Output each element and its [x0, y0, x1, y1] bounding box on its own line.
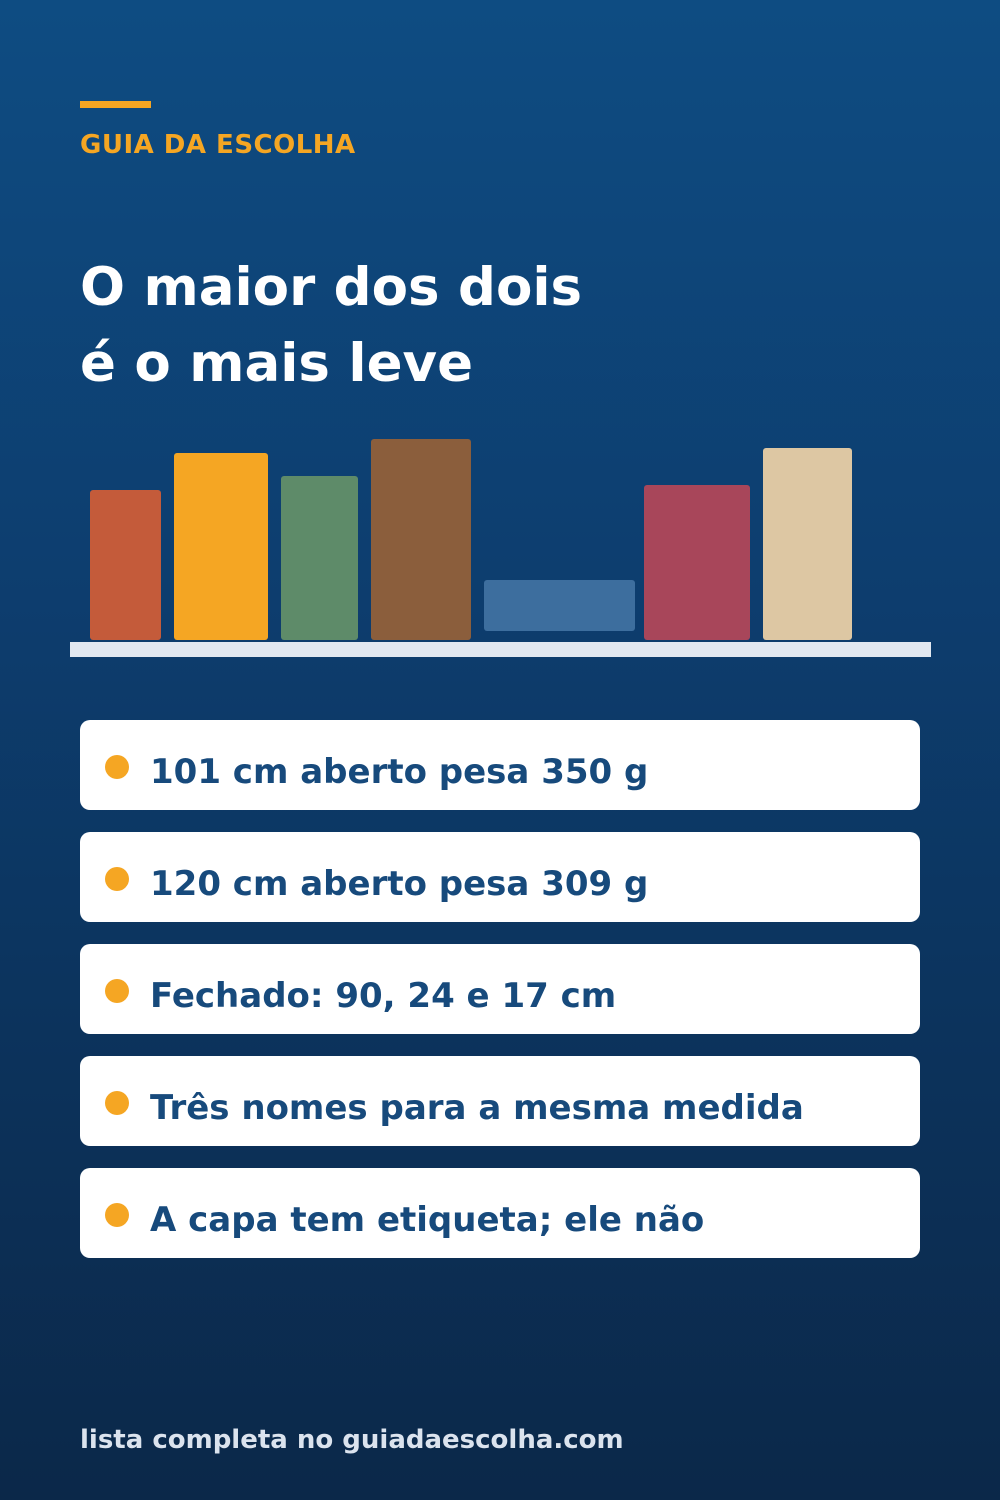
- bullet-dot: [105, 755, 129, 779]
- list-item-text: A capa tem etiqueta; ele não: [150, 1200, 705, 1240]
- bullet-dot: [105, 867, 129, 891]
- shelf-board: [70, 642, 931, 657]
- headline: O maior dos dois é o mais leve: [80, 250, 920, 402]
- bullet-dot: [105, 1203, 129, 1227]
- brand-label: GUIA DA ESCOLHA: [80, 130, 356, 160]
- list-item-text: 101 cm aberto pesa 350 g: [150, 752, 649, 792]
- headline-line-1: O maior dos dois: [80, 257, 583, 318]
- footer-link-text: lista completa no guiadaescolha.com: [80, 1425, 624, 1455]
- list-item: Fechado: 90, 24 e 17 cm: [80, 944, 920, 1034]
- feature-list: 101 cm aberto pesa 350 g 120 cm aberto p…: [80, 720, 920, 1280]
- bookshelf-illustration: [70, 439, 931, 657]
- book-lying: [484, 580, 635, 631]
- list-item-text: Três nomes para a mesma medida: [150, 1088, 804, 1128]
- list-item: 101 cm aberto pesa 350 g: [80, 720, 920, 810]
- bullet-dot: [105, 1091, 129, 1115]
- list-item: 120 cm aberto pesa 309 g: [80, 832, 920, 922]
- list-item-text: Fechado: 90, 24 e 17 cm: [150, 976, 617, 1016]
- accent-bar: [80, 101, 151, 108]
- book-3: [281, 476, 358, 640]
- list-item: Três nomes para a mesma medida: [80, 1056, 920, 1146]
- book-4: [371, 439, 471, 640]
- list-item-text: 120 cm aberto pesa 309 g: [150, 864, 649, 904]
- headline-line-2: é o mais leve: [80, 333, 474, 394]
- book-2: [174, 453, 268, 640]
- book-5: [644, 485, 750, 640]
- bullet-dot: [105, 979, 129, 1003]
- list-item: A capa tem etiqueta; ele não: [80, 1168, 920, 1258]
- book-6: [763, 448, 852, 640]
- book-1: [90, 490, 161, 640]
